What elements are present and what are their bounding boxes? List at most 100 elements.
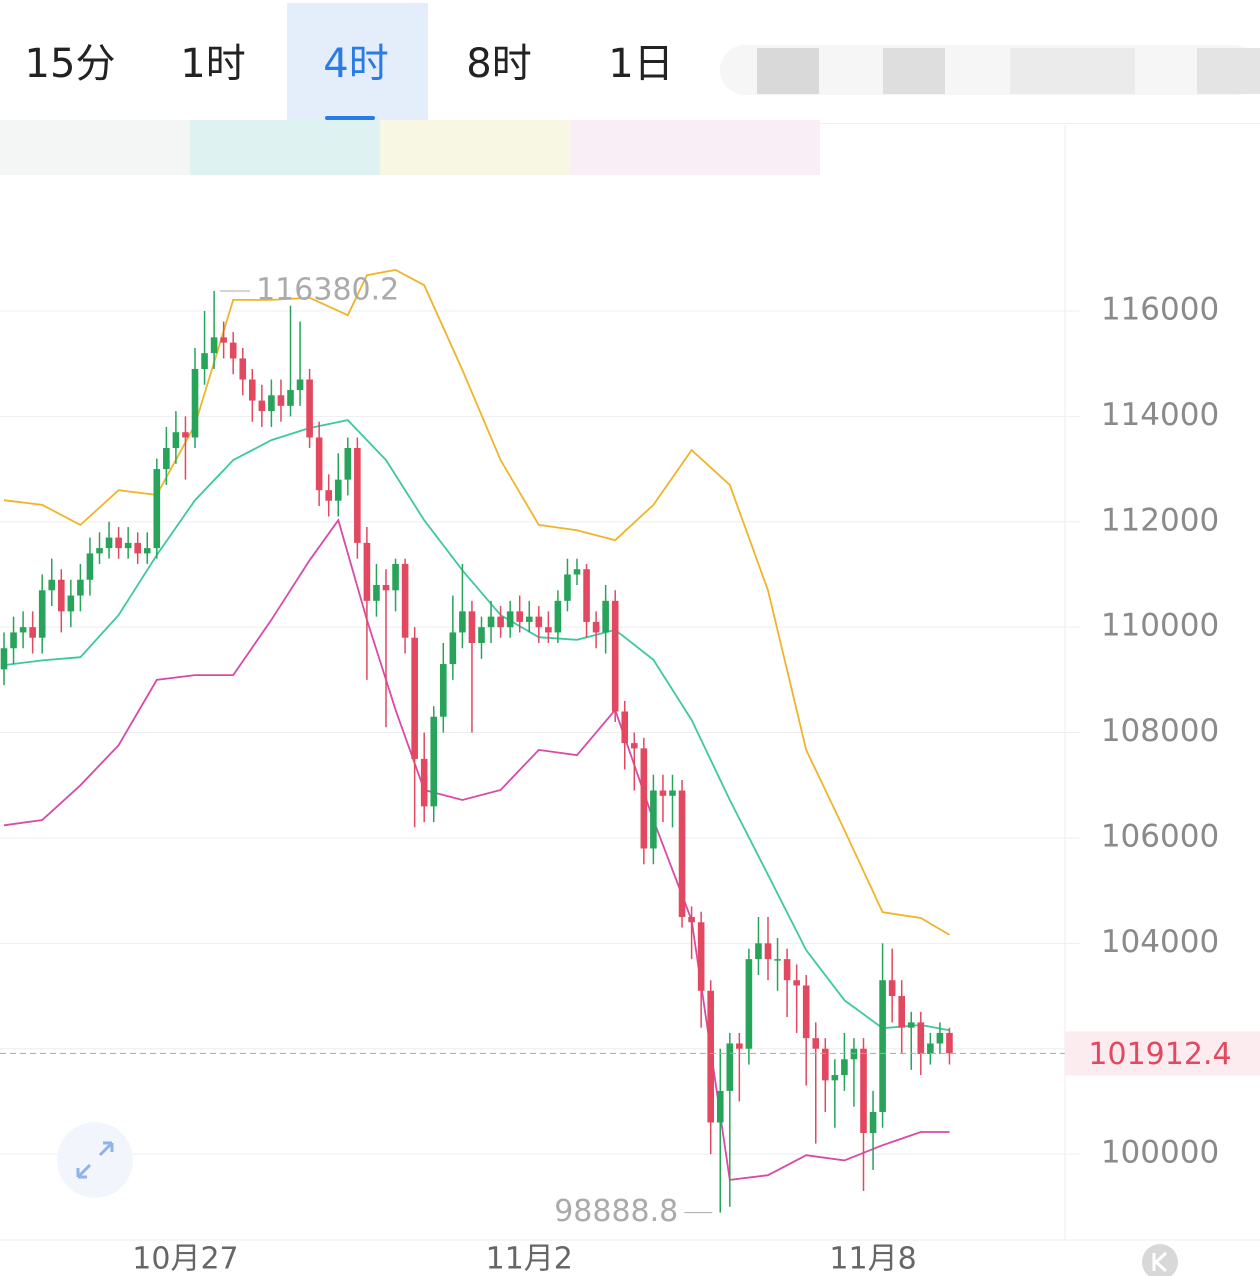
y-tick-label: 110000	[1101, 608, 1219, 644]
candle-body	[468, 611, 476, 643]
candle-body	[621, 711, 629, 744]
candle-body	[373, 585, 380, 601]
tab[interactable]: 1日	[608, 41, 673, 87]
y-tick-label: 100000	[1101, 1135, 1219, 1171]
k-icon	[1152, 1251, 1168, 1273]
active-tab-indicator	[325, 116, 375, 120]
candle-body	[678, 790, 686, 917]
candle-body	[459, 611, 466, 633]
blurred-indicator	[190, 120, 380, 175]
y-tick-label: 114000	[1101, 397, 1219, 433]
tab[interactable]: 8时	[466, 41, 531, 87]
candle-body	[124, 542, 132, 549]
candle-body	[841, 1059, 848, 1076]
candle-body	[38, 590, 46, 638]
candle-body	[573, 569, 581, 575]
candle-body	[688, 916, 695, 923]
blurred-block	[1010, 48, 1135, 94]
candle-body	[602, 600, 609, 633]
blurred-indicator	[0, 120, 190, 175]
candle-body	[401, 563, 409, 638]
candle-body	[716, 1090, 724, 1123]
candle-body	[879, 980, 886, 1112]
candle-body	[812, 1038, 820, 1049]
candle-body	[516, 611, 523, 622]
candle-body	[783, 959, 791, 981]
candle-body	[143, 548, 151, 554]
candle-body	[525, 616, 533, 622]
candle-body	[440, 664, 447, 717]
candle-body	[411, 637, 418, 759]
candle-body	[201, 353, 208, 369]
candle-body	[659, 790, 667, 796]
candle-body	[191, 368, 199, 438]
candle-body	[325, 490, 332, 501]
candle-body	[0, 648, 8, 670]
candle-body	[306, 379, 313, 438]
candle-body	[354, 448, 361, 543]
band-line	[3, 419, 950, 1032]
tab[interactable]: 15分	[25, 41, 116, 87]
last-price-label: 101912.4	[1088, 1037, 1231, 1072]
candle-body	[631, 743, 638, 749]
candle-body	[946, 1032, 953, 1054]
blurred-indicator	[570, 120, 820, 175]
candle-body	[29, 627, 36, 638]
candle-body	[19, 627, 27, 633]
candle-body	[888, 980, 896, 997]
expand-button[interactable]	[57, 1122, 133, 1198]
expand-icon	[76, 1141, 114, 1179]
y-tick-label: 104000	[1101, 924, 1219, 960]
candle-body	[249, 379, 256, 401]
candle-body	[134, 542, 141, 554]
candle-body	[287, 390, 294, 406]
candle-body	[382, 585, 390, 591]
candle-body	[172, 432, 180, 449]
candle-body	[726, 1043, 734, 1091]
candle-body	[793, 980, 800, 986]
x-tick-label: 11月2	[486, 1242, 573, 1276]
x-tick-label: 11月8	[829, 1242, 916, 1276]
candle-body	[363, 542, 371, 601]
candle-body	[10, 632, 17, 649]
tab[interactable]: 1时	[180, 41, 245, 87]
candle-body	[650, 790, 657, 849]
y-tick-label: 106000	[1101, 818, 1219, 854]
candle-body	[592, 621, 600, 633]
candle-body	[344, 448, 352, 480]
candle-body	[430, 716, 438, 807]
candle-body	[239, 358, 247, 380]
candle-body	[697, 922, 705, 991]
candle-body	[564, 574, 571, 601]
last-price-bg	[1065, 1031, 1260, 1076]
tab[interactable]: 4时	[323, 41, 388, 87]
candle-body	[774, 959, 781, 961]
candle-body	[860, 1048, 867, 1134]
candle-body	[153, 469, 161, 549]
candle-body	[420, 758, 428, 807]
candle-body	[210, 337, 218, 354]
candle-body	[163, 448, 170, 470]
candle-body	[898, 996, 905, 1028]
candle-body	[497, 616, 504, 628]
candle-body	[802, 985, 810, 1039]
candle-body	[936, 1032, 944, 1044]
y-tick-label: 116000	[1101, 292, 1219, 328]
candle-body	[258, 400, 266, 412]
candle-body	[707, 990, 714, 1123]
candle-body	[334, 479, 342, 501]
candle-body	[907, 1022, 915, 1028]
candle-body	[77, 579, 84, 596]
candle-body	[115, 537, 122, 549]
candle-body	[478, 627, 485, 643]
high-label: 116380.2	[256, 272, 399, 307]
candle-body	[182, 432, 189, 438]
blurred-block	[1197, 48, 1260, 94]
y-tick-label: 108000	[1101, 713, 1219, 749]
candle-body	[229, 342, 237, 359]
band-line	[3, 268, 950, 936]
candle-body	[669, 790, 676, 796]
candle-body	[745, 959, 753, 1049]
candle-body	[449, 632, 457, 665]
